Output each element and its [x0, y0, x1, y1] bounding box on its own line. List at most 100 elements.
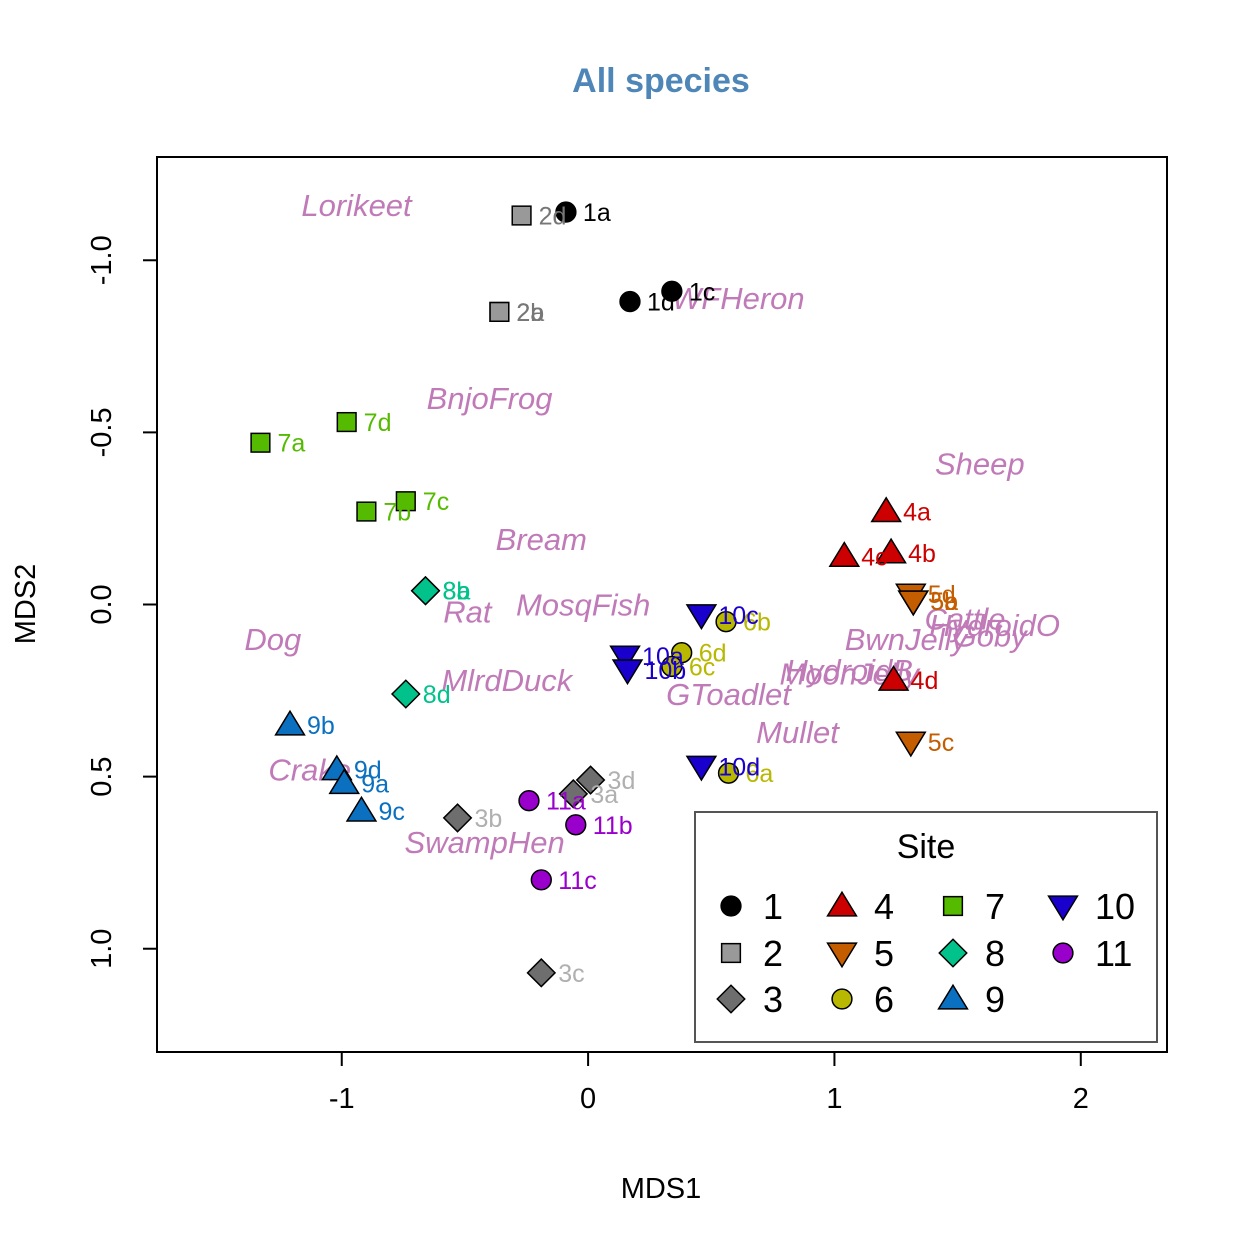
legend: Site 1 4 7 10 2 5 8 11 3 6 9 [694, 811, 1158, 1043]
legend-label: 11 [1095, 933, 1132, 974]
site-point [518, 790, 540, 812]
species-labels: Lorikeet WFHeron BnjoFrog Sheep Bream MosqFis… [244, 188, 1060, 860]
site-point [685, 755, 718, 782]
point-label: 11a [546, 788, 586, 816]
site-point [395, 491, 416, 512]
point-label: 11c [558, 867, 596, 895]
site-point [609, 645, 641, 672]
legend-symbol [826, 890, 858, 917]
species-label: Dog [244, 622, 301, 657]
point-label: 2d [539, 203, 567, 231]
species-label: Cattle [925, 601, 1006, 636]
y-tick-label: -1.0 [86, 235, 118, 285]
legend-box [694, 811, 1158, 1043]
site-point [442, 803, 473, 833]
point-label: 9c [378, 798, 404, 826]
point-label: 5a [930, 588, 958, 616]
site-point [250, 432, 271, 453]
point-label: 6d [699, 640, 727, 668]
legend-symbol [720, 942, 742, 964]
site-point [611, 659, 644, 686]
species-label: HydroidO [929, 608, 1060, 643]
point-label: 3c [558, 960, 584, 988]
chart-title: All species [572, 62, 750, 100]
species-label: Sheep [935, 446, 1025, 481]
legend-symbol [942, 895, 964, 917]
site-point [875, 537, 907, 564]
species-label: Lorikeet [301, 188, 413, 223]
point-label: 4c [861, 543, 887, 571]
legend-label: 3 [763, 979, 783, 1020]
site-point [661, 280, 683, 302]
species-label: SwampHen [405, 825, 565, 860]
point-label: 1d [647, 289, 675, 317]
point-label: 8d [423, 681, 451, 709]
x-tick-label: 1 [826, 1083, 842, 1115]
site-point [565, 814, 587, 836]
point-label: 5c [928, 729, 954, 757]
y-axis: -1.0 -0.5 0.0 0.5 1.0 [86, 235, 158, 969]
legend-label: 6 [874, 979, 894, 1020]
species-label: Mullet [756, 715, 840, 750]
x-tick-label: -1 [329, 1083, 355, 1115]
point-label: 9a [361, 771, 389, 799]
legend-symbol [831, 988, 853, 1010]
point-label: 3b [475, 805, 503, 833]
point-label: 9d [354, 757, 382, 785]
site-point [555, 201, 577, 223]
point-label: 8a [443, 578, 471, 606]
legend-symbol [716, 984, 746, 1014]
site-point [828, 541, 861, 567]
species-label: BnjoFrog [427, 381, 553, 416]
legend-label: 1 [763, 886, 783, 927]
legend-label: 4 [874, 886, 894, 927]
legend-label: 2 [763, 933, 783, 974]
site-point [619, 290, 641, 313]
point-label: 10a [642, 643, 684, 671]
species-label: Rat [443, 594, 493, 629]
legend-label: 7 [985, 886, 1005, 927]
site-point [575, 765, 606, 795]
point-label: 4b [908, 540, 936, 568]
point-label: 2a [516, 299, 544, 327]
site-point [345, 795, 378, 822]
legend-title: Site [897, 828, 956, 866]
legend-symbol [1052, 942, 1074, 964]
legend-symbol [720, 895, 742, 917]
legend-symbol [938, 938, 968, 968]
species-label: MosqFish [516, 588, 650, 623]
legend-label: 9 [985, 979, 1005, 1020]
site-point [897, 590, 930, 617]
point-label: 3a [590, 781, 618, 809]
point-label: 9b [307, 712, 335, 740]
species-label: BwnJelly [845, 622, 970, 657]
point-label: 1a [583, 199, 611, 227]
site-point [336, 411, 357, 433]
legend-label: 5 [874, 933, 894, 974]
species-label: Bream [496, 522, 587, 557]
point-label: 10b [645, 657, 687, 685]
point-label: 5d [928, 581, 956, 609]
point-label: 7c [423, 488, 449, 516]
point-label: 6b [743, 609, 771, 637]
legend-symbol [826, 942, 858, 969]
legend-label: 8 [985, 933, 1005, 974]
site-point [410, 575, 441, 606]
y-axis-title: MDS2 [10, 564, 42, 645]
site-point [558, 779, 589, 809]
site-point [685, 604, 718, 631]
point-label: 7d [364, 409, 392, 437]
point-label: 1c [689, 278, 715, 306]
point-label: 4d [911, 667, 939, 695]
site-point [390, 679, 421, 709]
point-label: 6c [689, 653, 715, 681]
x-axis-title: MDS1 [621, 1173, 702, 1205]
point-label: 8b [443, 578, 471, 606]
y-tick-label: 0.5 [86, 756, 118, 796]
site-point [489, 301, 510, 323]
site-point [895, 731, 927, 758]
x-tick-label: 2 [1073, 1083, 1089, 1115]
site-point [526, 958, 557, 988]
